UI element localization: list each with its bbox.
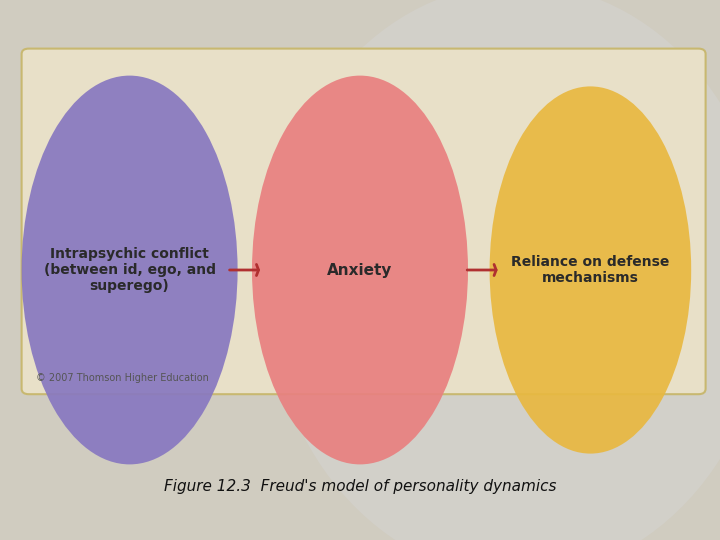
Text: Figure 12.3  Freud's model of personality dynamics: Figure 12.3 Freud's model of personality…	[163, 478, 557, 494]
FancyBboxPatch shape	[22, 49, 706, 394]
Ellipse shape	[266, 0, 720, 540]
Text: Reliance on defense
mechanisms: Reliance on defense mechanisms	[511, 255, 670, 285]
Ellipse shape	[252, 76, 468, 464]
Ellipse shape	[22, 76, 238, 464]
Text: © 2007 Thomson Higher Education: © 2007 Thomson Higher Education	[36, 373, 209, 383]
Ellipse shape	[490, 86, 691, 454]
Text: Anxiety: Anxiety	[328, 262, 392, 278]
Text: Intrapsychic conflict
(between id, ego, and
superego): Intrapsychic conflict (between id, ego, …	[44, 247, 215, 293]
